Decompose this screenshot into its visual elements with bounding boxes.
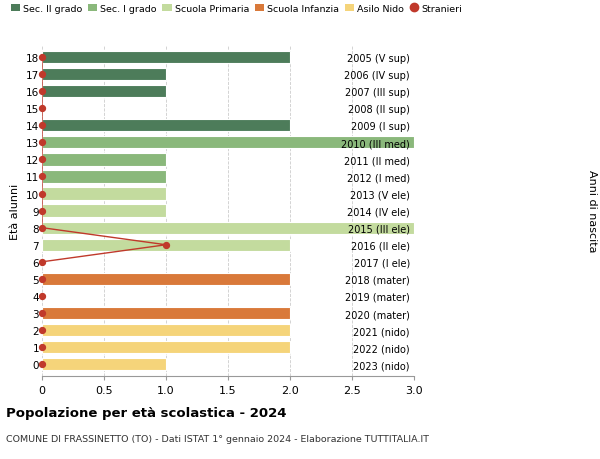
Bar [42, 307, 290, 319]
Point [37, 327, 47, 334]
Point [37, 258, 47, 266]
Bar [42, 188, 166, 200]
Point [37, 310, 47, 317]
Point [37, 361, 47, 368]
Y-axis label: Età alunni: Età alunni [10, 183, 20, 239]
Bar [42, 273, 290, 285]
Point [37, 140, 47, 147]
Point [161, 241, 171, 249]
Bar [42, 239, 290, 252]
Point [37, 207, 47, 215]
Point [37, 275, 47, 283]
Bar [42, 154, 166, 166]
Point [37, 105, 47, 112]
Point [37, 344, 47, 351]
Bar [42, 341, 290, 353]
Text: Popolazione per età scolastica - 2024: Popolazione per età scolastica - 2024 [6, 406, 287, 419]
Point [37, 54, 47, 62]
Bar [42, 69, 166, 81]
Point [37, 71, 47, 78]
Bar [42, 324, 290, 336]
Bar [42, 86, 166, 98]
Point [37, 157, 47, 164]
Point [37, 190, 47, 198]
Text: Anni di nascita: Anni di nascita [587, 170, 597, 252]
Point [37, 224, 47, 232]
Bar [42, 222, 414, 234]
Bar [42, 205, 166, 217]
Bar [42, 52, 290, 64]
Bar [42, 120, 290, 132]
Legend: Sec. II grado, Sec. I grado, Scuola Primaria, Scuola Infanzia, Asilo Nido, Stran: Sec. II grado, Sec. I grado, Scuola Prim… [11, 5, 463, 14]
Text: COMUNE DI FRASSINETTO (TO) - Dati ISTAT 1° gennaio 2024 - Elaborazione TUTTITALI: COMUNE DI FRASSINETTO (TO) - Dati ISTAT … [6, 434, 429, 443]
Point [37, 174, 47, 181]
Point [37, 293, 47, 300]
Point [37, 122, 47, 129]
Bar [42, 358, 166, 370]
Point [37, 88, 47, 95]
Bar [42, 137, 414, 149]
Bar [42, 171, 166, 183]
